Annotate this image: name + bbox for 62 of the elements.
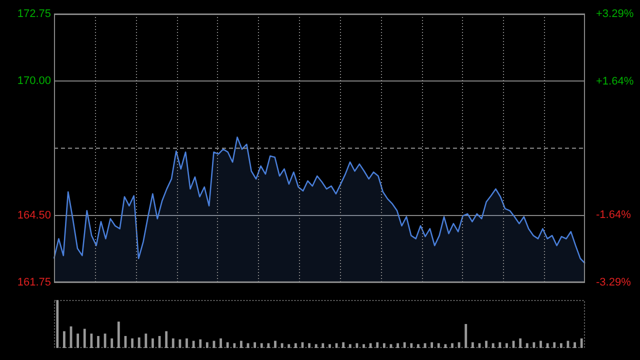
- bar: [348, 344, 352, 348]
- bar: [540, 340, 542, 348]
- bar: [274, 340, 276, 348]
- bar: [56, 300, 59, 348]
- bar: [233, 343, 236, 348]
- bar: [437, 343, 440, 348]
- bar: [342, 342, 345, 348]
- bar: [471, 342, 474, 348]
- bar: [322, 343, 324, 348]
- bar: [396, 343, 399, 348]
- bar: [314, 344, 318, 348]
- bar: [220, 338, 222, 348]
- bar: [240, 340, 242, 348]
- bar: [294, 343, 297, 348]
- bar: [485, 340, 488, 348]
- bar: [172, 338, 174, 348]
- bar: [498, 342, 502, 348]
- y-tick-label: 172.75: [17, 8, 51, 20]
- bar: [288, 344, 290, 348]
- bar: [186, 338, 188, 348]
- bar: [376, 342, 379, 348]
- bar: [506, 343, 508, 348]
- bar: [451, 343, 454, 348]
- bar: [97, 336, 100, 348]
- bar: [519, 338, 522, 348]
- bar: [464, 324, 468, 348]
- bar: [63, 331, 66, 348]
- bar: [260, 343, 263, 348]
- bar: [165, 331, 168, 348]
- bar: [83, 328, 86, 348]
- bar: [76, 334, 80, 348]
- bar: [131, 338, 134, 348]
- y2-tick-label: -3.29%: [596, 276, 632, 288]
- bar: [382, 343, 386, 348]
- bar: [430, 342, 434, 348]
- bar: [206, 342, 208, 348]
- y2-tick-label: -1.64%: [596, 209, 632, 222]
- bar: [580, 338, 583, 348]
- bar: [110, 338, 114, 348]
- bar: [117, 322, 120, 348]
- bar: [553, 342, 556, 348]
- bar: [492, 343, 494, 348]
- y2-tick-label: +1.64%: [596, 75, 634, 88]
- bar: [308, 343, 310, 348]
- bar: [362, 344, 365, 348]
- y-tick-label: 170.00: [17, 75, 51, 88]
- bar: [254, 342, 256, 348]
- y-tick-label: 164.50: [17, 209, 51, 222]
- bar: [199, 339, 202, 348]
- bar: [417, 344, 420, 348]
- bar: [410, 343, 413, 348]
- bar: [152, 338, 154, 348]
- bar: [226, 342, 229, 348]
- bar: [138, 337, 140, 348]
- y-tick-label: 161.75: [17, 276, 51, 288]
- y2-tick-label: +3.29%: [596, 8, 634, 20]
- bar: [526, 343, 528, 348]
- bar: [574, 342, 576, 348]
- bar: [560, 343, 562, 348]
- bar: [328, 344, 331, 348]
- bar: [403, 342, 406, 348]
- bar: [144, 334, 148, 348]
